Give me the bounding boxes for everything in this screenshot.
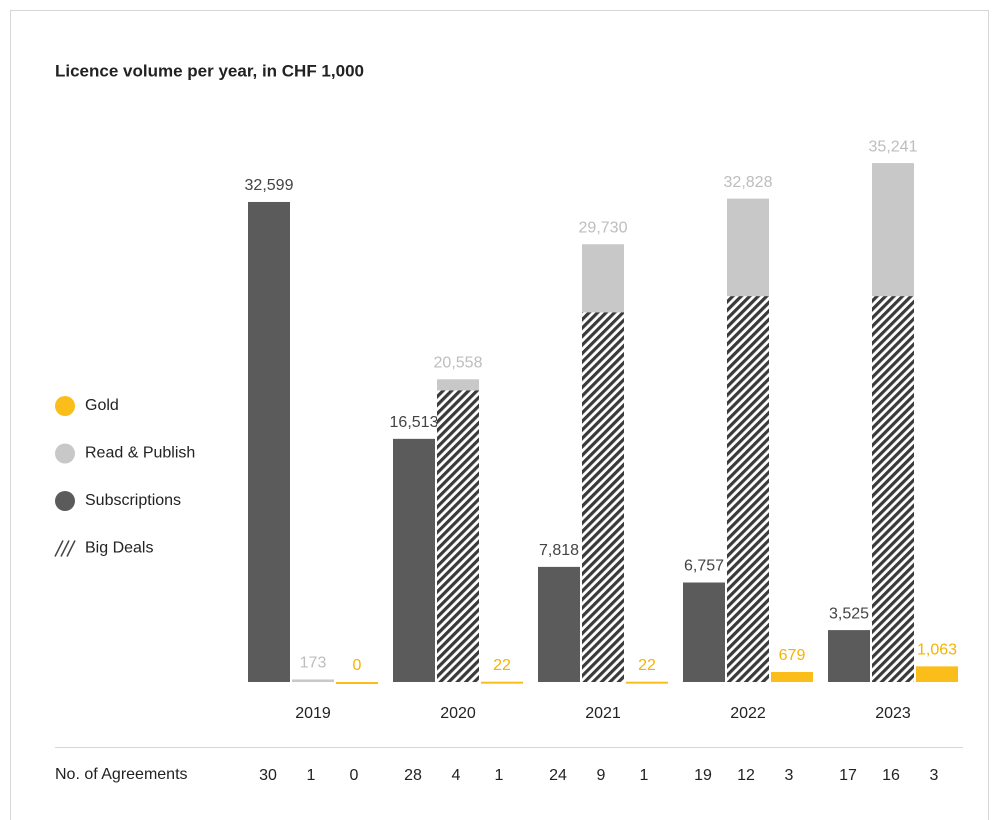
legend-swatch bbox=[55, 396, 75, 416]
agreement-count: 19 bbox=[694, 767, 712, 784]
bar bbox=[683, 582, 725, 682]
bar-overlay bbox=[727, 296, 769, 682]
value-label: 1,063 bbox=[917, 642, 957, 659]
value-label: 3,525 bbox=[829, 605, 869, 622]
value-label: 22 bbox=[493, 657, 511, 674]
value-label: 679 bbox=[779, 647, 806, 664]
value-label: 22 bbox=[638, 657, 656, 674]
agreement-count: 3 bbox=[785, 767, 794, 784]
value-label: 16,513 bbox=[390, 414, 439, 431]
agreement-count: 4 bbox=[452, 767, 461, 784]
value-label: 6,757 bbox=[684, 558, 724, 575]
value-label: 29,730 bbox=[579, 219, 628, 236]
legend-swatch bbox=[60, 540, 70, 557]
x-tick-label: 2021 bbox=[585, 705, 621, 722]
x-tick-label: 2023 bbox=[875, 705, 911, 722]
agreement-count: 1 bbox=[307, 767, 316, 784]
agreement-count: 3 bbox=[930, 767, 939, 784]
bar bbox=[538, 566, 580, 682]
legend-label: Gold bbox=[85, 397, 119, 414]
bar-overlay bbox=[872, 296, 914, 682]
frame bbox=[10, 10, 989, 820]
value-label: 0 bbox=[353, 657, 362, 674]
bar bbox=[248, 201, 290, 682]
bar bbox=[393, 438, 435, 682]
agreement-count: 24 bbox=[549, 767, 567, 784]
agreement-count: 1 bbox=[495, 767, 504, 784]
value-label: 32,599 bbox=[245, 177, 294, 194]
bar bbox=[292, 679, 334, 682]
agreement-count: 16 bbox=[882, 767, 900, 784]
bar-overlay bbox=[437, 390, 479, 682]
x-tick-label: 2022 bbox=[730, 705, 766, 722]
value-label: 20,558 bbox=[434, 355, 483, 372]
bar bbox=[481, 681, 523, 684]
agreement-count: 28 bbox=[404, 767, 422, 784]
agreement-count: 17 bbox=[839, 767, 857, 784]
agreement-count: 9 bbox=[597, 767, 606, 784]
bar bbox=[336, 682, 378, 684]
value-label: 32,828 bbox=[724, 174, 773, 191]
x-tick-label: 2020 bbox=[440, 705, 476, 722]
bar bbox=[916, 666, 958, 682]
legend-swatch bbox=[66, 540, 76, 557]
chart-title: Licence volume per year, in CHF 1,000 bbox=[55, 61, 364, 80]
value-label: 35,241 bbox=[869, 138, 918, 155]
bar bbox=[771, 672, 813, 682]
x-tick-label: 2019 bbox=[295, 705, 331, 722]
bar bbox=[828, 630, 870, 682]
agreement-count: 12 bbox=[737, 767, 755, 784]
agreement-count: 1 bbox=[640, 767, 649, 784]
legend-label: Subscriptions bbox=[85, 492, 181, 509]
legend-label: Big Deals bbox=[85, 540, 153, 557]
agreement-count: 0 bbox=[350, 767, 359, 784]
bar bbox=[626, 681, 668, 684]
value-label: 7,818 bbox=[539, 542, 579, 559]
value-label: 173 bbox=[300, 655, 327, 672]
agreements-label: No. of Agreements bbox=[55, 766, 188, 783]
legend-label: Read & Publish bbox=[85, 445, 195, 462]
legend-swatch bbox=[55, 491, 75, 511]
legend-swatch bbox=[55, 443, 75, 464]
agreement-count: 30 bbox=[259, 767, 277, 784]
legend-swatch bbox=[54, 540, 64, 557]
bar-overlay bbox=[582, 312, 624, 682]
